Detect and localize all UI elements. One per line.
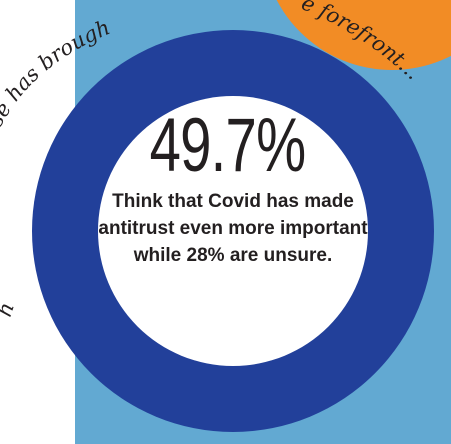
white-center-circle [98, 96, 368, 366]
stat-percentage: 49.7% [149, 103, 307, 188]
script-text-right: e forefront... [298, 0, 425, 84]
stat-caption: Think that Covid has made antitrust even… [98, 191, 368, 266]
script-text-left: se has brough [0, 15, 114, 130]
script-text-right-path: e forefront... [298, 0, 425, 84]
script-text-left-path: se has brough [0, 15, 114, 130]
script-text-lower-left: h [0, 299, 19, 319]
